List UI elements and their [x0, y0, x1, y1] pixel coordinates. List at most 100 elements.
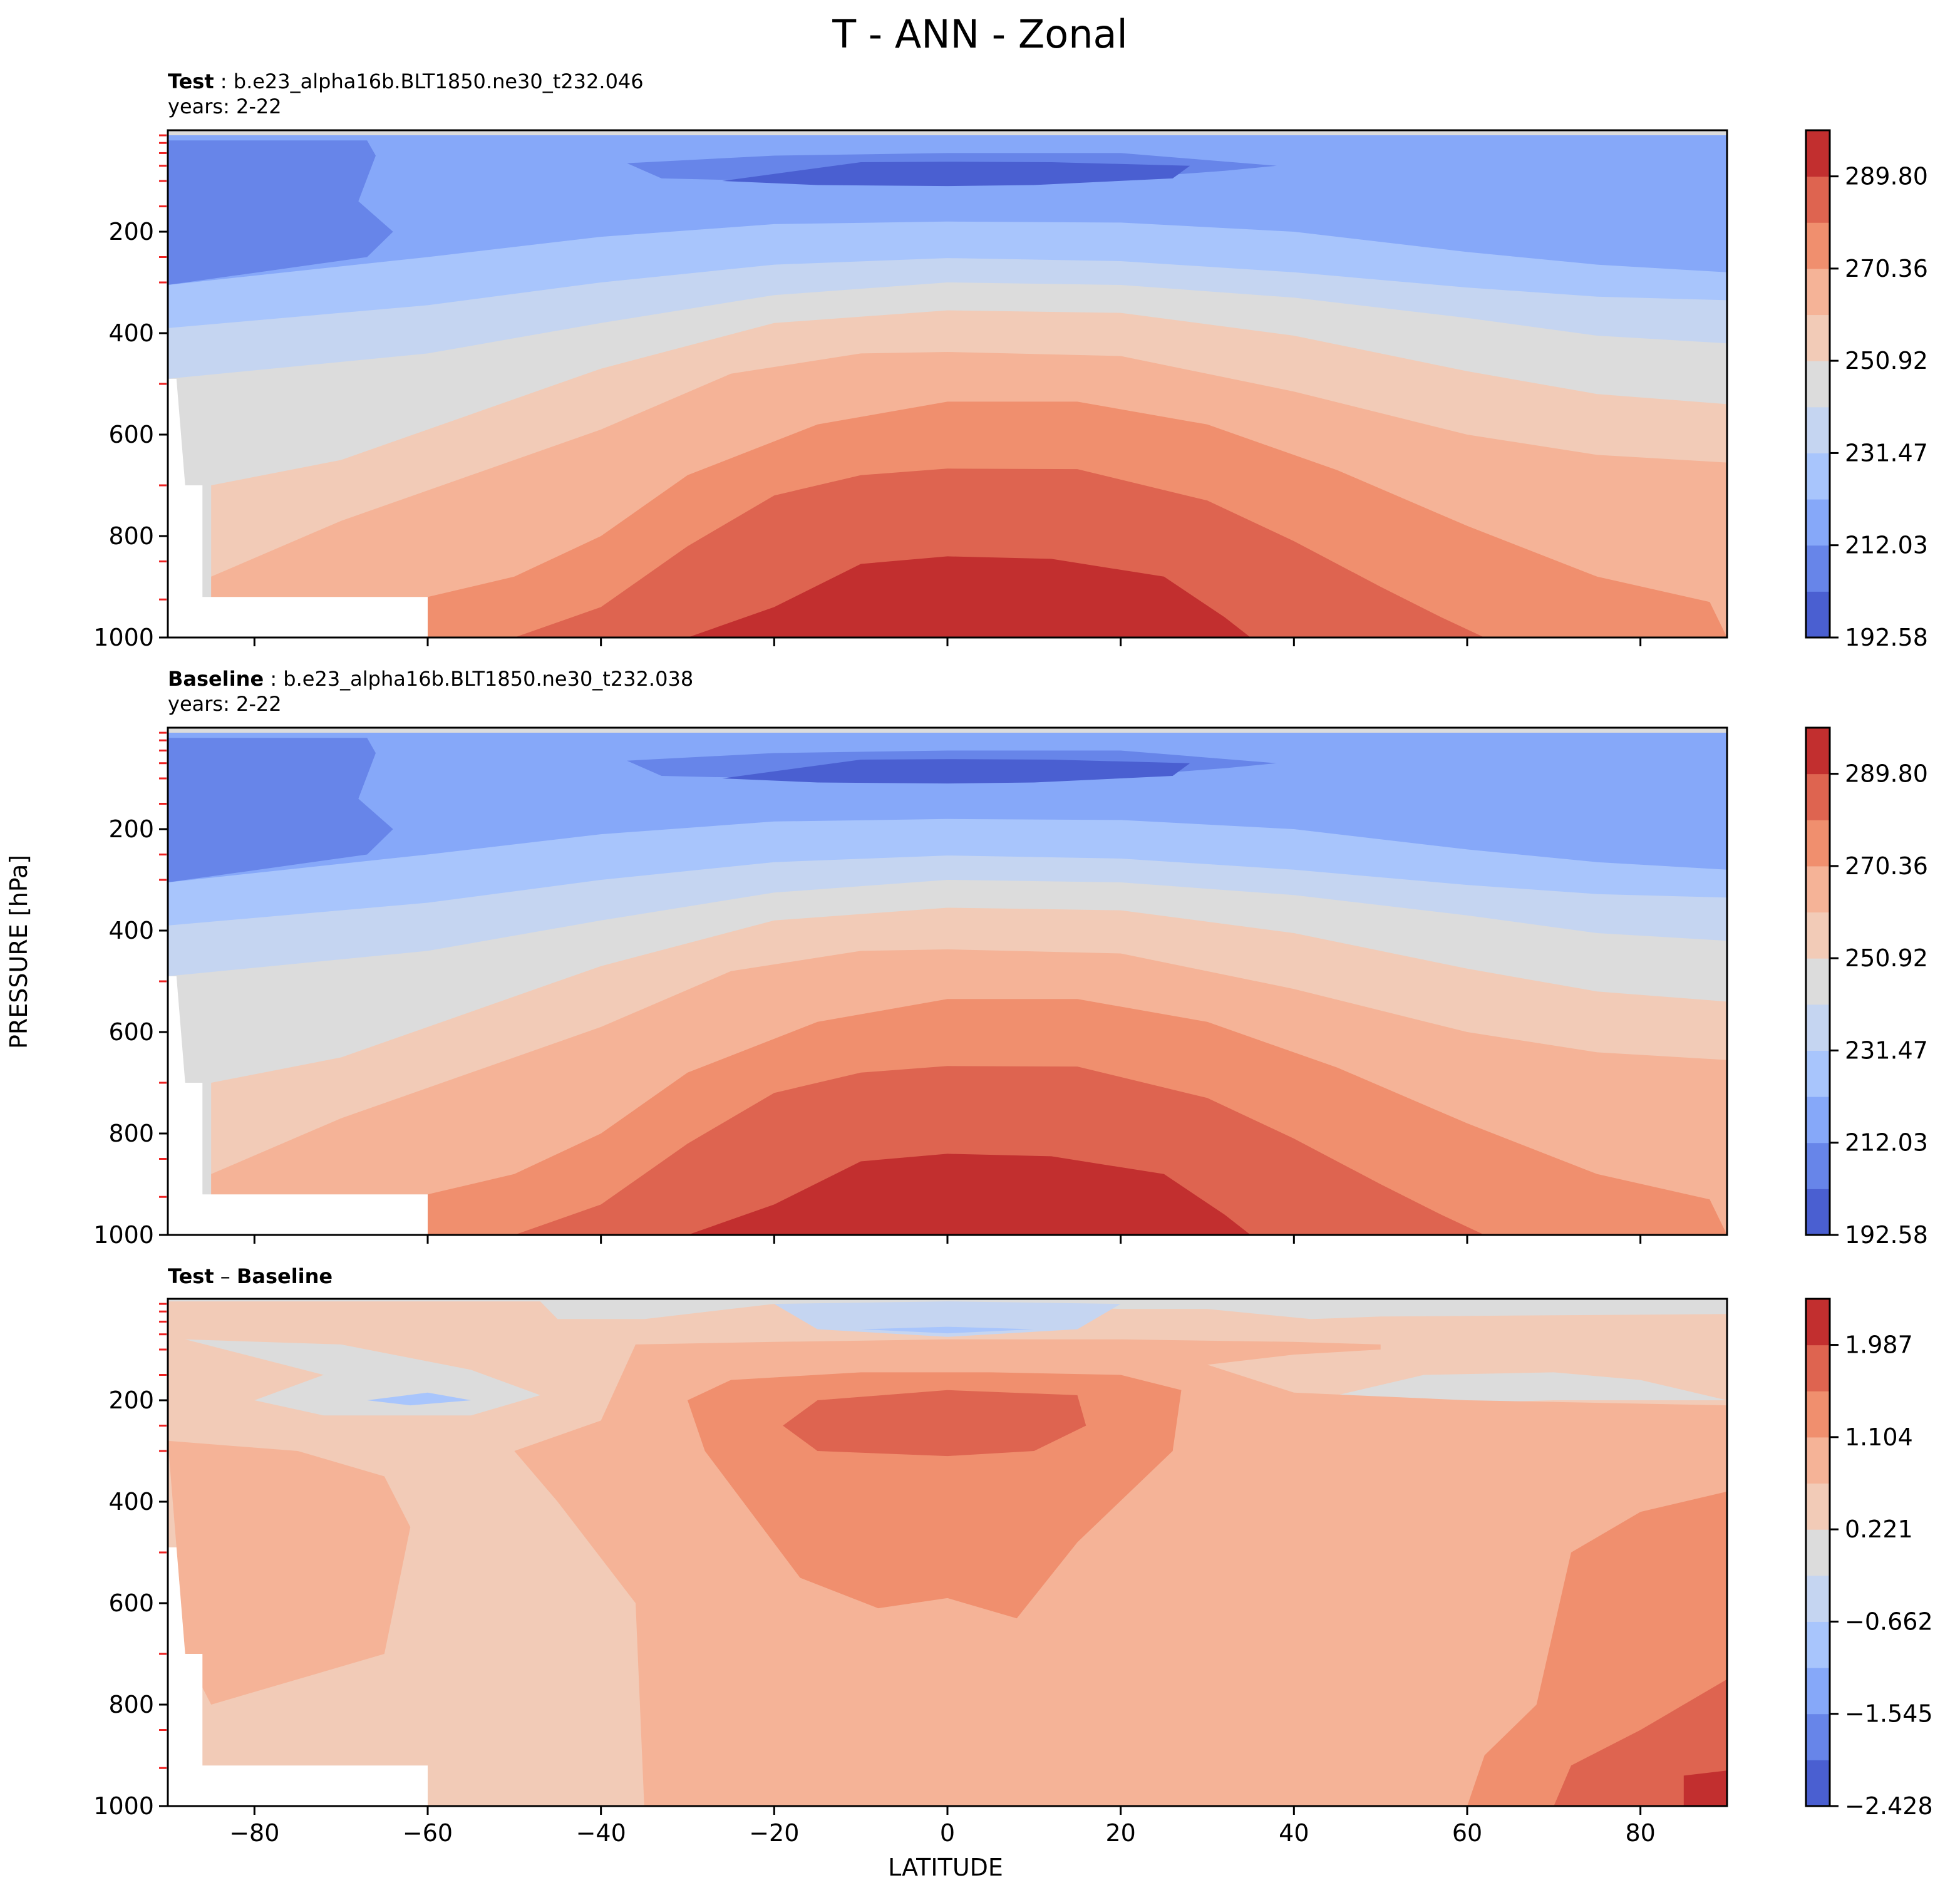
y-tick-label: 1000	[93, 624, 154, 651]
colorbar-segment	[1806, 1050, 1830, 1097]
panel-title-sep: –	[214, 1264, 237, 1288]
x-tick-label: −60	[403, 1819, 453, 1847]
colorbar-segment	[1806, 176, 1830, 223]
colorbar-segment	[1806, 912, 1830, 959]
x-tick-label: 40	[1279, 1819, 1309, 1847]
colorbar-segment	[1806, 1391, 1830, 1438]
contour-band	[774, 1301, 1121, 1337]
colorbar-segment	[1806, 1345, 1830, 1391]
colorbar-tick-label: 231.47	[1845, 439, 1928, 467]
contour-band	[168, 130, 1727, 135]
panel-title-bold: Test	[168, 70, 214, 93]
colorbar-tick-label: 250.92	[1845, 347, 1928, 374]
terrain-mask	[168, 378, 428, 638]
y-tick-label: 200	[108, 1386, 154, 1414]
contour-band	[185, 1339, 540, 1416]
figure-title: T - ANN - Zonal	[832, 11, 1128, 57]
colorbar-tick-label: 270.36	[1845, 255, 1928, 282]
contour-band	[168, 728, 1727, 733]
y-tick-label: 600	[108, 421, 154, 448]
y-tick-label: 600	[108, 1018, 154, 1046]
panel-title-rest: : b.e23_alpha16b.BLT1850.ne30_t232.046	[214, 70, 644, 93]
y-tick-label: 400	[108, 917, 154, 944]
y-tick-label: 400	[108, 1488, 154, 1515]
colorbar-segment	[1806, 1621, 1830, 1668]
colorbar-segment	[1806, 1760, 1830, 1807]
panel-title-test: Test : b.e23_alpha16b.BLT1850.ne30_t232.…	[168, 69, 644, 119]
y-tick-label: 1000	[93, 1792, 154, 1820]
panel-subtitle: years: 2-22	[168, 692, 282, 716]
colorbar-segment	[1806, 958, 1830, 1005]
contour-band	[1683, 1770, 1727, 1806]
colorbar-segment	[1806, 453, 1830, 500]
panel-title-bold: Baseline	[168, 667, 264, 691]
colorbar-segment	[1806, 1713, 1830, 1760]
colorbar-segment	[1806, 1004, 1830, 1051]
y-tick-label: 400	[108, 319, 154, 347]
contour-plot: 200 400 600 800 1000 289.80 270.36 250.92 231.47…	[93, 129, 1928, 651]
contour-band	[688, 556, 1727, 638]
colorbar-segment	[1806, 728, 1830, 775]
contour-band	[688, 1154, 1727, 1235]
y-tick-label: 200	[108, 218, 154, 245]
colorbar-segment	[1806, 545, 1830, 592]
contour-band	[722, 162, 1190, 187]
panel-title-baseline: Baseline : b.e23_alpha16b.BLT1850.ne30_t…	[168, 666, 693, 716]
colorbar-segment	[1806, 1668, 1830, 1715]
contour-band	[168, 140, 393, 285]
colorbar-segment	[1806, 591, 1830, 638]
contour-band	[168, 1299, 1727, 1319]
contour-plot: 200 400 600 800 1000 −80 −60 −40 −20 0 20 40 60 80 1.9…	[93, 1298, 1933, 1847]
colorbar-segment	[1806, 1529, 1830, 1576]
colorbar-segment	[1806, 1483, 1830, 1530]
colorbar-segment	[1806, 1189, 1830, 1236]
colorbar-tick-label: −1.545	[1845, 1700, 1933, 1728]
colorbar-tick-label: 250.92	[1845, 944, 1928, 972]
colorbar-frame	[1805, 726, 1831, 1236]
y-tick-label: 200	[108, 815, 154, 843]
x-tick-label: 0	[940, 1819, 955, 1847]
x-tick-label: −20	[749, 1819, 799, 1847]
colorbar-tick-label: 1.987	[1845, 1331, 1913, 1359]
colorbar-segment	[1806, 130, 1830, 177]
contour-band	[367, 1392, 472, 1406]
contour-band	[722, 759, 1190, 784]
colorbar-tick-label: 1.104	[1845, 1423, 1913, 1451]
contour-band	[1467, 1385, 1641, 1398]
contour-band	[860, 1326, 1034, 1334]
panel-title-bold2: Baseline	[236, 1264, 333, 1288]
panel-title-rest: : b.e23_alpha16b.BLT1850.ne30_t232.038	[264, 667, 694, 691]
colorbar-segment	[1806, 820, 1830, 867]
colorbar-segment	[1806, 773, 1830, 820]
y-tick-label: 600	[108, 1589, 154, 1617]
y-tick-label: 800	[108, 1120, 154, 1147]
terrain-mask	[168, 1547, 428, 1806]
colorbar-tick-label: 192.58	[1845, 624, 1928, 651]
contour-band	[783, 1390, 1086, 1457]
y-tick-label: 1000	[93, 1221, 154, 1249]
x-axis-label: LATITUDE	[888, 1854, 1003, 1881]
x-tick-label: −40	[576, 1819, 626, 1847]
terrain-mask	[168, 976, 428, 1235]
colorbar-tick-label: −2.428	[1845, 1792, 1933, 1820]
colorbar-segment	[1806, 1575, 1830, 1622]
colorbar-segment	[1806, 865, 1830, 913]
colorbar-segment	[1806, 1097, 1830, 1144]
colorbar-tick-label: 212.03	[1845, 532, 1928, 559]
colorbar-segment	[1806, 361, 1830, 408]
colorbar-segment	[1806, 1437, 1830, 1484]
colorbar-tick-label: 192.58	[1845, 1221, 1928, 1249]
colorbar-tick-label: 289.80	[1845, 760, 1928, 788]
colorbar-tick-label: −0.662	[1845, 1608, 1933, 1635]
contour-band	[168, 1440, 411, 1705]
x-tick-label: 60	[1452, 1819, 1482, 1847]
colorbar-tick-label: 289.80	[1845, 163, 1928, 190]
panel-title-diff: Test – Baseline	[168, 1264, 333, 1289]
colorbar-segment	[1806, 1142, 1830, 1189]
colorbar-segment	[1806, 268, 1830, 316]
colorbar-tick-label: 0.221	[1845, 1515, 1913, 1543]
x-tick-label: −80	[229, 1819, 279, 1847]
panel-subtitle: years: 2-22	[168, 95, 282, 118]
contour-band	[168, 738, 393, 882]
